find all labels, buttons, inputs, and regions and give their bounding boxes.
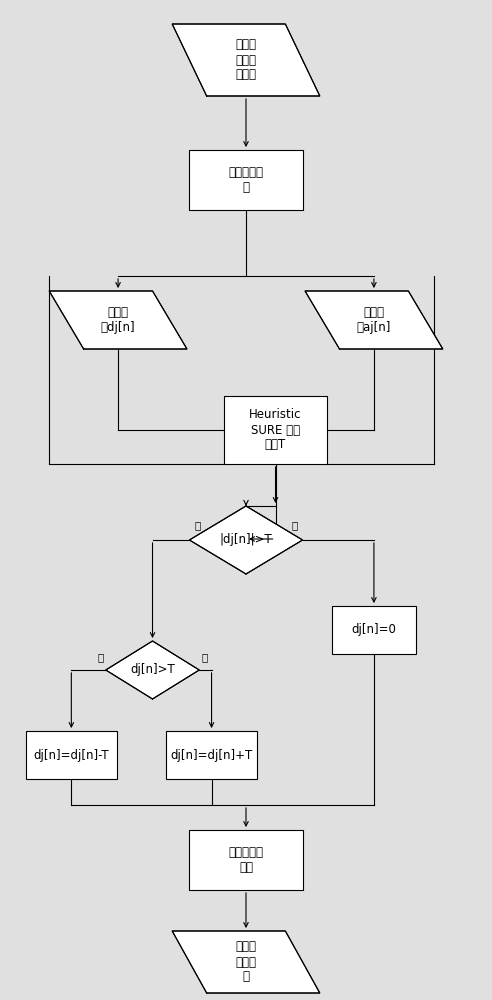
Text: 去噪后
光谱信
号: 去噪后 光谱信 号 — [236, 940, 256, 984]
Text: 细节系
数dj[n]: 细节系 数dj[n] — [101, 306, 135, 334]
Text: 近似系
数aj[n]: 近似系 数aj[n] — [357, 306, 391, 334]
Bar — [166, 731, 257, 779]
Text: 否: 否 — [202, 652, 208, 662]
Text: dj[n]=dj[n]+T: dj[n]=dj[n]+T — [170, 748, 253, 762]
Bar — [189, 830, 303, 890]
Polygon shape — [172, 24, 320, 96]
Text: 否: 否 — [291, 520, 298, 530]
Text: 是: 是 — [194, 520, 201, 530]
Text: 平稳小波变
换: 平稳小波变 换 — [228, 166, 264, 194]
Bar — [189, 150, 303, 210]
Polygon shape — [106, 641, 199, 699]
Bar — [332, 606, 416, 654]
Polygon shape — [172, 931, 320, 993]
Text: dj[n]=0: dj[n]=0 — [351, 624, 397, 637]
Polygon shape — [305, 291, 443, 349]
Text: Heuristic
SURE 确定
阈值T: Heuristic SURE 确定 阈值T — [249, 408, 302, 452]
Bar — [224, 396, 327, 464]
Polygon shape — [49, 291, 187, 349]
Text: 平稳小波逆
变换: 平稳小波逆 变换 — [228, 846, 264, 874]
Text: dj[n]=dj[n]-T: dj[n]=dj[n]-T — [33, 748, 109, 762]
Text: 微型光
谱仪光
谱信号: 微型光 谱仪光 谱信号 — [236, 38, 256, 82]
Text: |dj[n]|>T: |dj[n]|>T — [219, 534, 273, 546]
Bar — [26, 731, 117, 779]
Polygon shape — [189, 506, 303, 574]
Text: dj[n]>T: dj[n]>T — [130, 664, 175, 676]
Text: 是: 是 — [97, 652, 103, 662]
